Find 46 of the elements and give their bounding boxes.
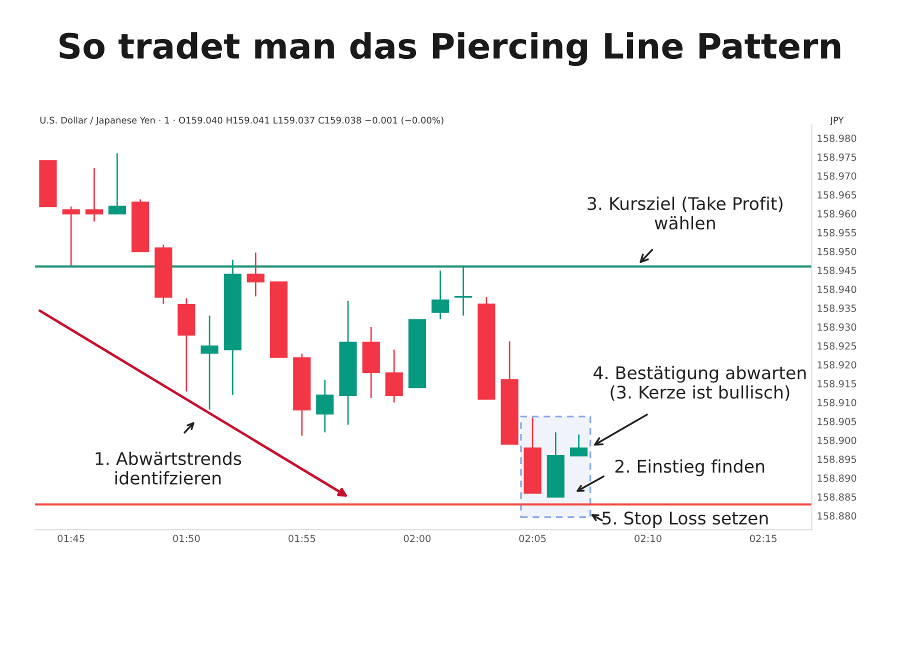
y-tick-label: 158.935 (818, 304, 856, 312)
y-tick-label: 158.910 (818, 398, 856, 406)
x-tick-label: 02:00 (404, 534, 431, 542)
y-tick-label: 158.940 (818, 286, 856, 294)
chart-subtitle: U.S. Dollar / Japanese Yen · 1 · O159.040 H159.041 L159.037 C159.038 −0.001 (−0.00%) (40, 116, 444, 126)
annotation: 4. Bestätigung abwarten (3. Kerze ist bullisch) (594, 366, 806, 401)
annotation: 3. Kursziel (Take Profit) wählen (588, 196, 782, 230)
y-axis-title: JPY (830, 116, 844, 126)
y-tick-label: 158.915 (818, 380, 856, 388)
y-tick-label: 158.950 (818, 248, 856, 256)
x-tick-label: 02:15 (750, 534, 777, 542)
candlestick (108, 152, 126, 214)
y-tick-label: 158.905 (818, 418, 856, 426)
candlestick (454, 266, 472, 316)
y-tick-label: 158.965 (818, 191, 856, 199)
x-tick-label: 01:50 (173, 534, 200, 542)
x-tick-label: 02:10 (634, 534, 662, 542)
y-tick-label: 158.930 (818, 323, 856, 331)
candlestick (62, 206, 80, 266)
candlestick (246, 252, 264, 298)
y-tick-label: 158.890 (818, 474, 856, 482)
annotation: 5. Stop Loss setzen (602, 512, 768, 528)
candlestick (85, 167, 104, 222)
y-tick-label: 158.955 (818, 229, 856, 236)
candlestick (316, 379, 334, 434)
y-tick-label: 158.880 (818, 512, 856, 520)
candlestick (200, 314, 218, 410)
x-tick-label: 01:55 (288, 534, 316, 542)
y-tick-label: 158.970 (818, 172, 856, 180)
candlestick (432, 270, 450, 320)
y-tick-label: 158.885 (818, 493, 856, 501)
y-tick-label: 158.960 (818, 210, 856, 218)
y-tick-label: 158.925 (818, 342, 856, 350)
annotation: 2. Einstieg finden (615, 459, 764, 476)
x-tick-label: 02:05 (519, 534, 546, 542)
candlestick (385, 348, 403, 404)
y-tick-label: 158.920 (818, 361, 856, 369)
y-tick-label: 158.945 (818, 266, 856, 274)
y-tick-label: 158.900 (818, 436, 856, 444)
x-tick-label: 01:45 (58, 534, 84, 542)
candlestick (570, 434, 588, 456)
y-tick-label: 158.980 (818, 134, 856, 142)
chart-title: So tradet man das Piercing Line Pattern (60, 32, 840, 66)
y-tick-label: 158.895 (818, 456, 856, 463)
annotation: 1. Abwärtstrends identifzieren (96, 452, 242, 485)
y-tick-label: 158.975 (818, 153, 856, 161)
